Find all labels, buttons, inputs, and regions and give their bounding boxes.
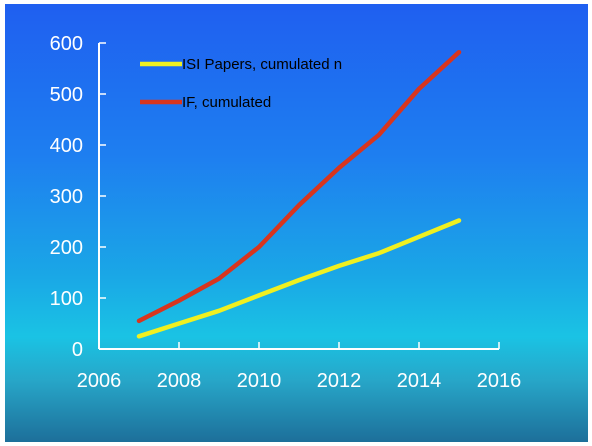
line-chart: 0 100 200 300 400 500 600 2006 2008 2010 2012 2014… — [50, 33, 522, 392]
y-tick-label: 400 — [50, 135, 83, 157]
y-tick-label: 500 — [50, 84, 83, 106]
y-tick-label: 200 — [50, 237, 83, 259]
y-tick-label: 0 — [72, 339, 83, 361]
x-ticks: 2006 2008 2010 2012 2014 2016 — [77, 342, 522, 392]
series-line-1 — [136, 49, 462, 324]
y-tick-label: 100 — [50, 288, 83, 310]
series-line-0 — [136, 218, 462, 339]
y-tick-label: 600 — [50, 33, 83, 55]
legend-label-0: ISI Papers, cumulated n — [182, 56, 342, 73]
x-tick-label: 2006 — [77, 370, 122, 392]
x-tick-label: 2012 — [317, 370, 362, 392]
legend-label-1: IF, cumulated — [182, 94, 271, 111]
y-ticks: 0 100 200 300 400 500 600 — [50, 33, 106, 361]
x-tick-label: 2014 — [397, 370, 442, 392]
chart-slide: 0 100 200 300 400 500 600 2006 2008 2010 2012 2014… — [5, 4, 588, 442]
y-tick-label: 300 — [50, 186, 83, 208]
x-tick-label: 2008 — [157, 370, 202, 392]
series-lines — [136, 49, 462, 339]
x-tick-label: 2016 — [477, 370, 522, 392]
legend: ISI Papers, cumulated n IF, cumulated — [140, 56, 342, 111]
x-tick-label: 2010 — [237, 370, 282, 392]
